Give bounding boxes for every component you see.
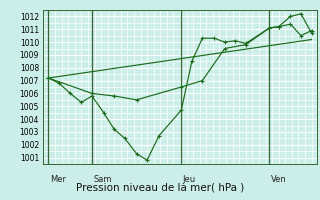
- Text: Jeu: Jeu: [183, 175, 196, 184]
- Text: Mer: Mer: [50, 175, 66, 184]
- Text: Ven: Ven: [271, 175, 286, 184]
- Text: Pression niveau de la mer( hPa ): Pression niveau de la mer( hPa ): [76, 182, 244, 192]
- Text: Sam: Sam: [93, 175, 112, 184]
